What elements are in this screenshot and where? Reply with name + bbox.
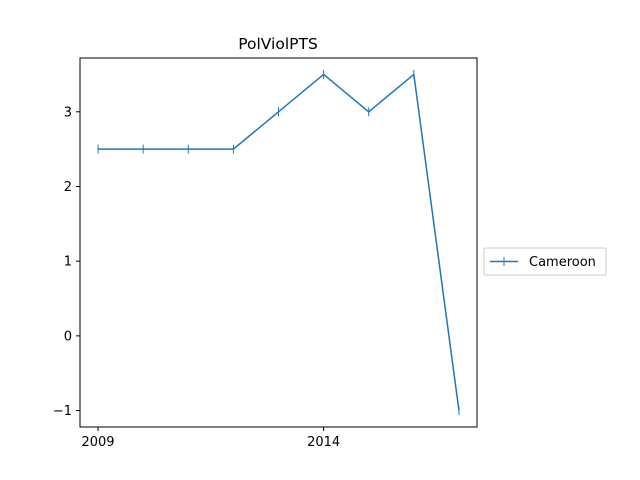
legend-box [483, 247, 607, 276]
plot-area [97, 69, 460, 416]
axes-frame [79, 57, 478, 428]
legend: Cameroon [483, 247, 607, 276]
x-axis: 2009 2014 [81, 427, 340, 450]
y-tick-label-1: 1 [64, 255, 72, 270]
legend-label-cameroon: Cameroon [529, 255, 596, 270]
x-tick-label-2014: 2014 [307, 435, 340, 450]
y-tick-label-0: 0 [64, 329, 72, 344]
y-tick-label-3: 3 [64, 105, 72, 120]
y-tick-label-2: 2 [64, 180, 72, 195]
y-tick-label--1: −1 [53, 404, 72, 419]
y-axis: −1 0 1 2 3 [53, 105, 80, 419]
x-tick-label-2009: 2009 [81, 435, 114, 450]
chart-title: PolViolPTS [238, 35, 318, 53]
series-line-cameroon [98, 73, 460, 411]
